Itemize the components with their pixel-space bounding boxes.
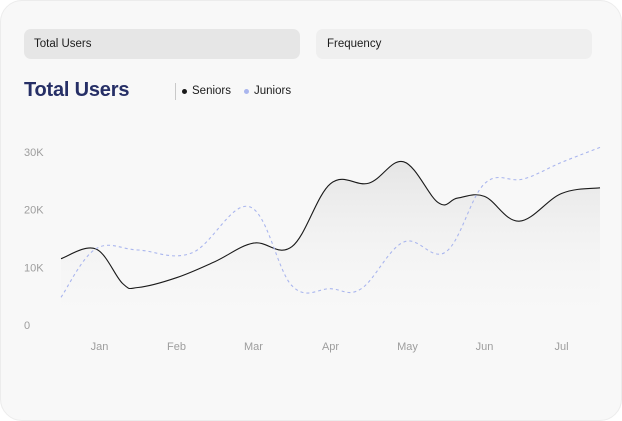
x-tick-label: Jul (554, 341, 568, 353)
legend-label-juniors: Juniors (254, 85, 292, 97)
x-tick-label: Apr (322, 341, 339, 353)
x-tick-label: Jan (91, 341, 109, 353)
legend-divider (175, 83, 176, 100)
x-tick-label: May (397, 341, 418, 353)
legend-label-seniors: Seniors (192, 85, 231, 97)
seniors-area (61, 161, 600, 335)
x-tick-label: Mar (244, 341, 263, 353)
legend-item-seniors[interactable]: Seniors (182, 85, 231, 97)
seniors-dot-icon (182, 88, 187, 94)
tab-total-users[interactable]: Total Users (24, 29, 300, 59)
y-tick-label: 0 (24, 320, 30, 332)
juniors-dot-icon (244, 88, 249, 94)
y-tick-label: 20K (24, 205, 44, 217)
legend-item-juniors[interactable]: Juniors (244, 85, 291, 97)
chart-title: Total Users (24, 79, 130, 101)
x-tick-label: Feb (167, 341, 186, 353)
y-tick-label: 30K (24, 147, 44, 159)
y-tick-label: 10K (24, 262, 44, 274)
series-line-juniors[interactable] (60, 146, 601, 298)
series-line-seniors[interactable] (60, 161, 601, 290)
x-tick-label: Jun (476, 341, 494, 353)
tab-frequency[interactable]: Frequency (316, 29, 592, 59)
